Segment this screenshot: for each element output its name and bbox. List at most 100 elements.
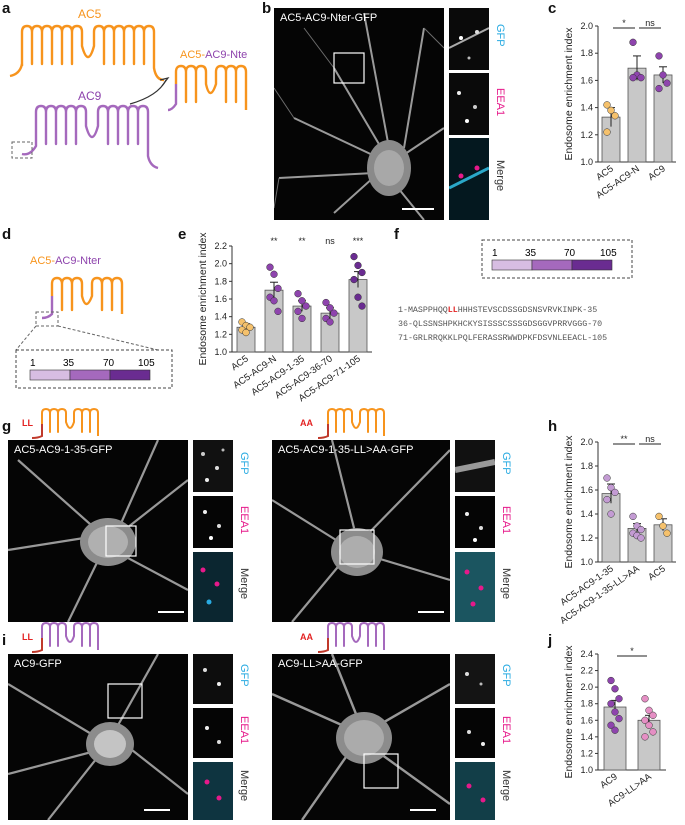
j-ytick-label: 2.0 [580, 682, 593, 692]
e-data-point [298, 314, 306, 323]
h-data-point [637, 525, 645, 534]
c-sig-label: * [622, 18, 626, 28]
ac9-topology [21, 104, 159, 170]
e-data-point [246, 323, 254, 331]
c-ytick-label: 1.0 [580, 157, 593, 167]
panel-letter-j: j [548, 632, 553, 649]
chart-h-svg: 1.0 1.2 1.4 1.6 1.8 2.0 Endosome enrichment in… [558, 434, 676, 627]
h-data-point [603, 495, 611, 504]
e-data-point [294, 290, 302, 298]
panel-g-left-main-image: AC5-AC9-1-35-GFP [8, 440, 188, 622]
nter-highlight-box [11, 141, 33, 159]
panel-g-right-title: AC5-AC9-1-35-LL>AA-GFP [278, 444, 414, 456]
panel-g-left-merge-inset [193, 552, 233, 622]
panel-g-left-gfp-inset [193, 440, 233, 492]
panel-letter-b: b [262, 0, 272, 17]
segment-71-105-d [109, 369, 151, 381]
j-data-point [607, 721, 615, 729]
tick-1-f: 1 [492, 248, 498, 259]
c-sig-label: ns [645, 18, 655, 28]
j-data-point [645, 706, 653, 714]
e-data-point [270, 270, 278, 278]
panel-i-left-gfp-inset [193, 654, 233, 704]
e-data-point [326, 318, 334, 326]
j-data-point [611, 685, 619, 693]
panel-i-right-eea1-label: EEA1 [500, 716, 512, 745]
panel-letter-g: g [2, 418, 12, 435]
chart-c-svg: 1.0 1.2 1.4 1.6 1.8 2.0 Endosome enrichment in… [563, 18, 676, 201]
panel-g-right-main-image: AC5-AC9-1-35-LL>AA-GFP [272, 440, 450, 622]
e-ytick-label: 1.8 [214, 276, 227, 286]
panel-b-eea1-label: EEA1 [494, 88, 506, 117]
ac-topology-svg: AC5 AC9 AC5-AC9-Nter [9, 7, 251, 170]
j-ytick-label: 1.2 [580, 748, 593, 758]
j-ytick-label: 1.6 [580, 715, 593, 725]
j-bar [603, 706, 627, 771]
panel-j-chart: 1.0 1.2 1.4 1.6 1.8 2.0 2.2 2.4 Endosome enrichm… [548, 640, 682, 820]
j-data-point [611, 726, 619, 734]
sequence-line-2: 36-QLSSNSHPKHCKYSISSSCSSSGDSGGVPRRVGGG-7… [398, 320, 603, 329]
panel-i-left-eea1-inset [193, 708, 233, 758]
j-ytick-label: 1.4 [580, 732, 593, 742]
h-data-point [659, 522, 667, 530]
h-ytick-label: 1.6 [580, 485, 593, 495]
j-data-point [615, 695, 623, 703]
e-data-point [302, 302, 310, 310]
panel-g-left-eea1-inset [193, 496, 233, 548]
c-ytick-label: 1.6 [580, 75, 593, 85]
tick-105-d: 105 [138, 358, 155, 369]
panel-h-chart: 1.0 1.2 1.4 1.6 1.8 2.0 Endosome enrichment in… [548, 426, 682, 630]
panel-letter-f: f [394, 226, 399, 243]
e-ytick-label: 2.0 [214, 259, 227, 269]
seq1-ll-motif: LL [447, 306, 458, 315]
panel-d-svg: AC5-AC9-Nter 1 35 70 105 [15, 255, 173, 389]
j-ytick-label: 2.4 [580, 649, 593, 659]
h-x-tick-label: AC5 [646, 563, 667, 583]
h-y-axis-label: Endosome enrichment index [563, 435, 575, 569]
j-data-point [607, 676, 615, 685]
segment-frame-f [481, 239, 633, 279]
e-data-point [350, 275, 358, 284]
c-ytick-label: 1.2 [580, 130, 593, 140]
panel-e-chart: 1.0 1.2 1.4 1.6 1.8 2.0 2.2 Endosome enrichment… [180, 230, 390, 420]
c-data-point [663, 79, 671, 87]
c-data-point [611, 112, 619, 120]
panel-i-right-merge-label: Merge [500, 770, 512, 802]
segment-36-70-d [69, 369, 111, 381]
panel-letter-c: c [548, 0, 557, 17]
panel-g-left-title: AC5-AC9-1-35-GFP [14, 444, 113, 456]
segment-36-70-f [531, 259, 573, 271]
panel-g-left-eea1-label: EEA1 [238, 506, 250, 535]
panel-g-right-gfp-label: GFP [500, 452, 512, 475]
e-data-point [274, 284, 282, 293]
h-sig-label: ** [620, 434, 628, 444]
motif-label-i-right: AA [300, 632, 313, 642]
h-data-point [611, 488, 619, 497]
j-data-point [649, 728, 657, 736]
c-data-point [637, 74, 645, 82]
topology-icon-g-right [317, 408, 385, 439]
panel-d-diagram: AC5-AC9-Nter 1 35 70 105 [8, 232, 178, 412]
zoom-box-b [333, 52, 365, 84]
panel-letter-i: i [2, 632, 7, 649]
ac9-label: AC9 [78, 89, 102, 103]
chimera-label-d: AC5-AC9-Nter [30, 255, 101, 267]
topology-icon-g-left [31, 408, 99, 439]
panel-a-diagram: AC5 AC9 AC5-AC9-Nter [8, 6, 251, 216]
e-data-point [358, 268, 366, 277]
zoom-lines-d [15, 325, 159, 351]
panel-b-main-image: AC5-AC9-Nter-GFP [274, 8, 444, 220]
e-data-point [270, 297, 278, 305]
panel-g-right-eea1-inset [455, 496, 495, 548]
segment-1-35-d [29, 369, 71, 381]
e-ytick-label: 1.4 [214, 312, 227, 322]
chimera-topology [167, 64, 248, 112]
motif-label-g-right: AA [300, 418, 313, 428]
chimera-label-a-suffix: AC9-Nter [205, 49, 248, 61]
j-sig-label: * [630, 646, 634, 656]
panel-i-left-merge-inset [193, 762, 233, 820]
chart-e-svg: 1.0 1.2 1.4 1.6 1.8 2.0 2.2 Endosome enrichment… [197, 232, 372, 404]
neuron-drawing-b [274, 12, 444, 220]
j-ytick-label: 1.0 [580, 765, 593, 775]
panel-i-right-title: AC9-LL>AA-GFP [278, 658, 363, 670]
